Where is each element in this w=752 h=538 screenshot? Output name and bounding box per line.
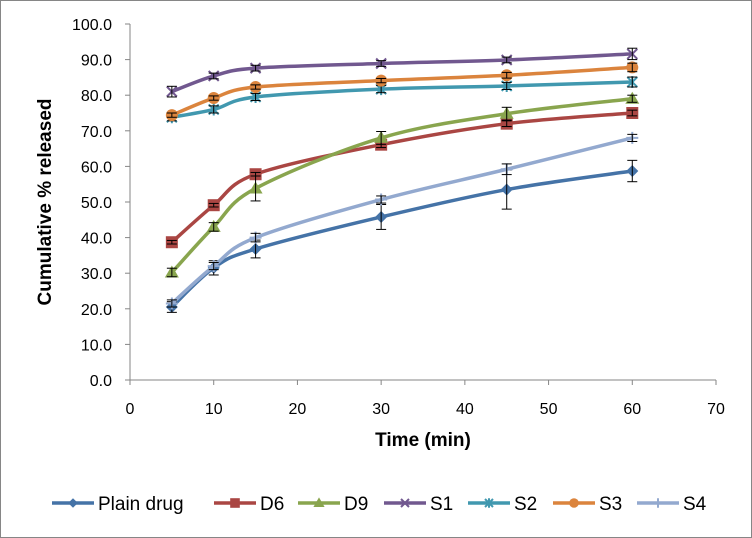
series-d6	[165, 107, 639, 249]
axes: 0.0 10.0 20.0 30.0 40.0 50.0 60.0 70.0 80.0 90.0 1…	[72, 17, 725, 418]
error-bar	[501, 106, 512, 121]
legend-item: S3	[553, 494, 622, 515]
x-ticks: 0 10 20 30 40 50 60 70	[126, 380, 725, 418]
x-tick-label: 30	[372, 401, 390, 418]
error-bar	[627, 159, 638, 183]
error-bar	[166, 299, 177, 308]
error-bar	[166, 267, 177, 278]
series-s1	[166, 47, 638, 98]
y-tick-label: 80.0	[81, 88, 112, 105]
x-tick-label: 0	[126, 401, 135, 418]
error-bar	[208, 262, 219, 271]
y-tick-label: 20.0	[81, 302, 112, 319]
y-tick-label: 0.0	[90, 373, 112, 390]
y-ticks: 0.0 10.0 20.0 30.0 40.0 50.0 60.0 70.0 80.0 90.0 1…	[72, 17, 130, 390]
error-bar	[376, 77, 387, 84]
marker-triangle	[313, 497, 325, 507]
legend-item: D6	[214, 494, 284, 515]
error-bar	[627, 47, 638, 61]
legend-label: S3	[599, 494, 622, 515]
error-bar	[627, 62, 638, 73]
series-s3	[165, 61, 639, 122]
series-line	[170, 136, 635, 306]
legend-label: S1	[430, 494, 453, 515]
error-bar	[208, 95, 219, 101]
marker-square	[230, 498, 240, 508]
marker-x	[400, 498, 410, 508]
legend: Plain drug D6 D9 S1 S2 S3 S4	[52, 494, 707, 515]
y-tick-label: 90.0	[81, 53, 112, 70]
marker-asterisk	[484, 498, 494, 508]
legend-label: Plain drug	[98, 494, 184, 515]
x-tick-label: 10	[205, 401, 223, 418]
y-tick-label: 60.0	[81, 159, 112, 176]
error-bar	[166, 239, 177, 245]
error-bar	[627, 94, 638, 103]
error-bar	[627, 109, 638, 117]
error-bar	[208, 72, 219, 80]
legend-item: S4	[637, 494, 707, 515]
x-tick-label: 20	[289, 401, 307, 418]
error-bar	[627, 76, 638, 88]
error-bar	[250, 175, 261, 202]
y-tick-label: 50.0	[81, 195, 112, 212]
series-d9	[164, 91, 640, 278]
legend-label: S4	[683, 494, 707, 515]
error-bar	[376, 195, 387, 204]
y-tick-label: 100.0	[72, 17, 112, 34]
error-bar	[250, 64, 261, 72]
x-tick-label: 40	[456, 401, 474, 418]
y-tick-label: 40.0	[81, 231, 112, 248]
error-bar	[250, 92, 261, 102]
error-bar	[627, 133, 638, 142]
legend-label: S2	[514, 494, 537, 515]
error-bar	[208, 222, 219, 232]
error-bar	[166, 112, 177, 118]
marker-plus	[653, 498, 663, 508]
error-bar	[208, 105, 219, 114]
error-bar	[208, 202, 219, 208]
series-layer	[164, 47, 640, 314]
legend-item: S2	[468, 494, 537, 515]
y-tick-label: 70.0	[81, 124, 112, 141]
error-bar	[376, 131, 387, 145]
error-bar	[166, 85, 177, 98]
legend-item: Plain drug	[52, 494, 184, 515]
legend-item: S1	[384, 494, 453, 515]
error-bar	[501, 81, 512, 91]
error-bar	[501, 163, 512, 176]
series-line	[170, 97, 635, 275]
legend-label: D6	[260, 494, 284, 515]
error-bar	[501, 71, 512, 79]
x-axis-title: Time (min)	[375, 430, 471, 451]
marker-diamond	[68, 498, 78, 508]
y-tick-label: 10.0	[81, 337, 112, 354]
series-s4	[165, 131, 639, 310]
x-tick-label: 50	[540, 401, 558, 418]
legend-label: D9	[344, 494, 368, 515]
error-bar	[250, 232, 261, 243]
series-line	[170, 169, 635, 309]
y-tick-label: 30.0	[81, 266, 112, 283]
y-axis-title: Cumulative % released	[35, 99, 56, 306]
error-bar	[501, 120, 512, 128]
marker-circle	[569, 498, 579, 508]
error-bar	[376, 60, 387, 67]
legend-item: D9	[298, 494, 368, 515]
x-tick-label: 60	[623, 401, 641, 418]
x-tick-label: 70	[707, 401, 725, 418]
error-bar	[501, 56, 512, 64]
error-bar	[250, 84, 261, 90]
